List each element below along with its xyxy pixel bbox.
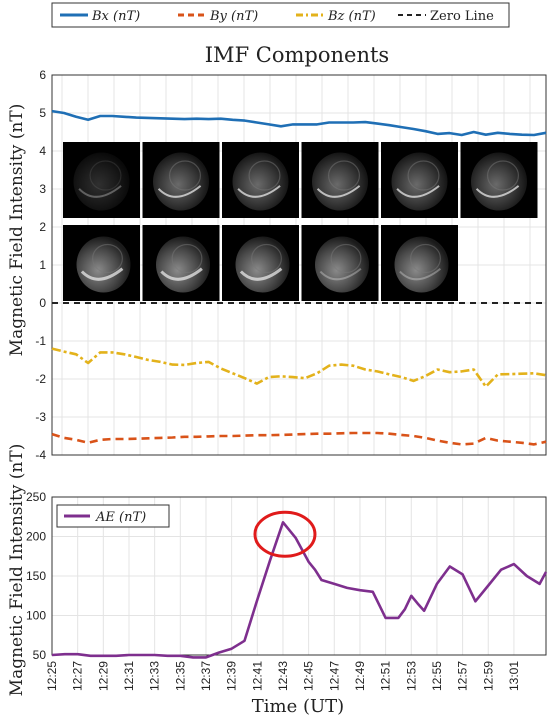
top-y-axis-label: Magnetic Field Intensity (nT) — [7, 104, 27, 357]
series-line-ae — [51, 520, 548, 659]
y-tick-label: 3 — [39, 182, 46, 196]
y-tick-label: -2 — [35, 372, 46, 386]
x-tick-label: 13:01 — [507, 661, 521, 691]
y-tick-label: 250 — [26, 490, 46, 504]
aurora-image-thumbnail — [381, 142, 458, 218]
y-tick-label: -1 — [35, 334, 46, 348]
aurora-image-thumbnail — [142, 142, 220, 218]
x-axis-label: Time (UT) — [252, 696, 344, 717]
y-tick-label: -3 — [35, 410, 46, 424]
x-tick-label: 12:43 — [276, 661, 290, 691]
aurora-image-thumbnail — [460, 142, 538, 218]
y-tick-label: 200 — [26, 530, 46, 544]
chart-title: IMF Components — [205, 43, 389, 67]
x-tick-label: 12:33 — [148, 661, 162, 691]
aurora-image-thumbnail — [301, 142, 379, 218]
legend-box — [51, 2, 510, 28]
x-tick-label: 12:41 — [250, 661, 264, 691]
series-line-by — [51, 431, 547, 446]
x-tick-label: 12:49 — [353, 661, 367, 691]
y-tick-label: 150 — [26, 569, 46, 583]
x-tick-label: 12:25 — [45, 661, 59, 691]
aurora-image-thumbnail — [222, 225, 299, 301]
x-tick-label: 12:35 — [173, 661, 187, 691]
y-tick-label: 1 — [39, 258, 46, 272]
y-tick-label: 0 — [39, 296, 46, 310]
ae-legend: AE (nT) — [56, 504, 170, 528]
x-tick-label: 12:37 — [199, 661, 213, 691]
x-tick-label: 12:45 — [302, 661, 316, 691]
bottom-y-axis-label: Magnetic Field Intensity (nT) — [7, 444, 27, 697]
x-tick-label: 12:57 — [456, 661, 470, 691]
series-line-bx — [51, 109, 547, 137]
y-tick-label: 2 — [39, 220, 46, 234]
aurora-image-thumbnail — [301, 225, 379, 301]
ae-legend-box — [56, 504, 170, 528]
aurora-image-thumbnail — [381, 225, 458, 301]
x-tick-label: 12:59 — [481, 661, 495, 691]
x-tick-label: 12:53 — [404, 661, 418, 691]
aurora-image-thumbnail — [63, 225, 140, 301]
legend-label-ae: AE (nT) — [95, 510, 146, 525]
aurora-image-thumbnail — [63, 142, 140, 218]
y-tick-label: 4 — [39, 144, 46, 158]
ae-plot-frame — [51, 496, 547, 656]
top-legend: Bx (nT) By (nT) Bz (nT) Zero Line — [51, 2, 510, 28]
legend-label-zero: Zero Line — [430, 9, 494, 24]
aurora-image-thumbnail — [222, 142, 299, 218]
legend-label-bz: Bz (nT) — [327, 9, 376, 24]
legend-label-bx: Bx (nT) — [91, 9, 140, 24]
aurora-thumbnails — [63, 142, 538, 301]
x-tick-label: 12:29 — [96, 661, 110, 691]
y-tick-label: -4 — [35, 448, 46, 462]
aurora-image-thumbnail — [142, 225, 220, 301]
y-tick-label: 5 — [39, 106, 46, 120]
y-tick-label: 50 — [33, 648, 47, 662]
legend-label-by: By (nT) — [209, 9, 258, 24]
series-line-bz — [51, 347, 547, 388]
ae-plot: 12:25 12:27 12:29 12:31 12:33 12:35 12:37 12:39… — [26, 490, 548, 691]
x-tick-label: 12:47 — [327, 661, 341, 691]
x-tick-label: 12:27 — [71, 661, 85, 691]
y-tick-label: 100 — [26, 609, 46, 623]
x-tick-label: 12:55 — [430, 661, 444, 691]
y-tick-label: 6 — [39, 68, 46, 82]
x-tick-label: 12:31 — [122, 661, 136, 691]
x-tick-label: 12:39 — [225, 661, 239, 691]
imf-plot-frame — [51, 74, 547, 456]
x-tick-label: 12:51 — [379, 661, 393, 691]
peak-highlight-circle — [253, 510, 317, 558]
